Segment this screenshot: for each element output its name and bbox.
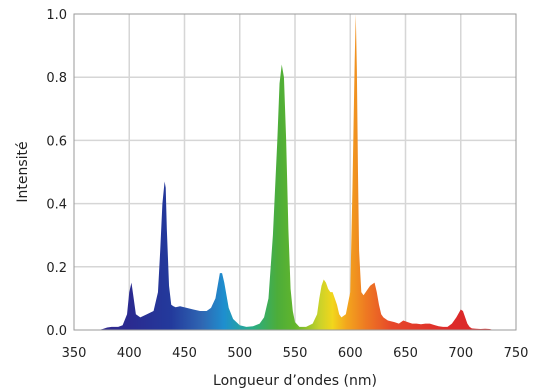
plot-frame xyxy=(73,13,517,331)
x-tick-label: 550 xyxy=(283,346,308,361)
y-tick-label: 0.6 xyxy=(46,134,67,149)
x-tick-label: 350 xyxy=(62,346,87,361)
x-tick-label: 750 xyxy=(504,346,529,361)
y-tick-label: 0.0 xyxy=(46,324,67,339)
y-tick-label: 0.8 xyxy=(46,71,67,86)
y-tick-label: 0.2 xyxy=(46,261,67,276)
y-tick-label: 1.0 xyxy=(46,8,67,23)
y-axis-title: Intensité xyxy=(15,141,31,202)
y-tick-label: 0.4 xyxy=(46,198,67,213)
x-axis-title: Longueur d’ondes (nm) xyxy=(213,373,377,389)
x-tick-label: 700 xyxy=(448,346,473,361)
grid-lines xyxy=(74,14,516,330)
x-tick-label: 500 xyxy=(227,346,252,361)
x-tick-label: 400 xyxy=(117,346,142,361)
x-tick-label: 650 xyxy=(393,346,418,361)
y-tick-labels: 0.0 0.2 0.4 0.6 0.8 1.0 xyxy=(46,8,67,339)
x-tick-labels: 350 400 450 500 550 600 650 700 750 xyxy=(62,346,529,361)
x-tick-label: 600 xyxy=(338,346,363,361)
x-tick-label: 450 xyxy=(172,346,197,361)
